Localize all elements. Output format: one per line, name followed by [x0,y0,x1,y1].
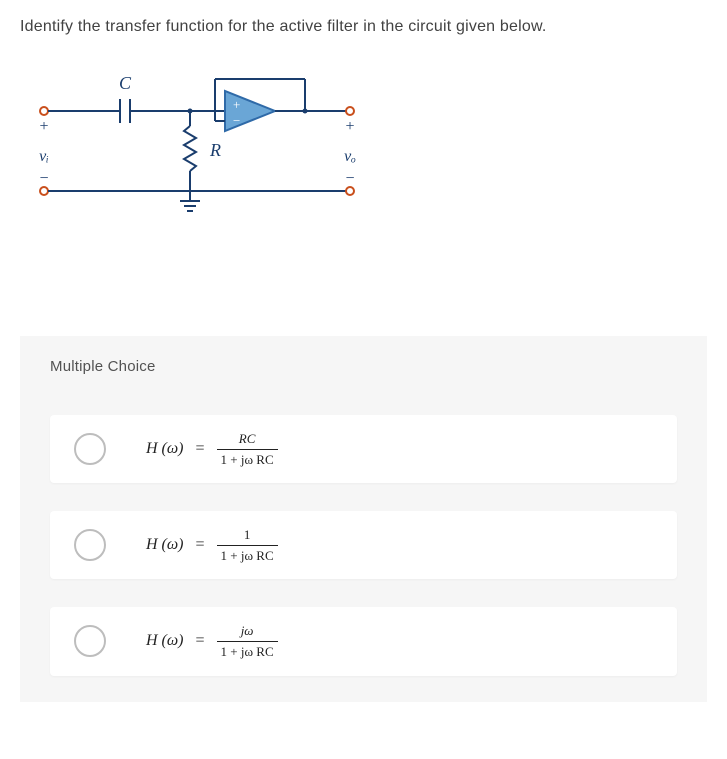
terminal-vi-bot [40,187,48,195]
question-text: Identify the transfer function for the a… [20,18,707,36]
mc-title: Multiple Choice [50,358,677,375]
options-list: H (ω) = RC 1 + jω RC H (ω) = 1 1 + jω RC [50,415,677,676]
circuit-svg: + vᵢ − C R + − [30,71,380,241]
option-1[interactable]: H (ω) = RC 1 + jω RC [50,415,677,483]
radio-icon[interactable] [74,433,106,465]
opamp-minus: − [233,113,240,128]
vo-plus-label: + [345,118,354,135]
vo-minus-label: − [345,170,354,187]
option-formula: H (ω) = RC 1 + jω RC [146,431,278,467]
circuit-diagram: + vᵢ − C R + − [30,71,707,246]
terminal-vo-bot [346,187,354,195]
option-formula: H (ω) = jω 1 + jω RC [146,623,278,659]
radio-icon[interactable] [74,529,106,561]
vo-label: vₒ [344,148,356,165]
c-label: C [119,73,132,93]
vi-plus-label: + [39,118,48,135]
node-dot [303,109,308,114]
radio-icon[interactable] [74,625,106,657]
option-formula: H (ω) = 1 1 + jω RC [146,527,278,563]
terminal-vo-top [346,107,354,115]
vi-minus-label: − [39,170,48,187]
resistor-r [184,126,196,171]
vi-label: vᵢ [39,148,49,165]
opamp-plus: + [233,97,240,112]
r-label: R [209,140,221,160]
option-2[interactable]: H (ω) = 1 1 + jω RC [50,511,677,579]
multiple-choice-block: Multiple Choice H (ω) = RC 1 + jω RC H (… [20,336,707,702]
option-3[interactable]: H (ω) = jω 1 + jω RC [50,607,677,675]
terminal-vi-top [40,107,48,115]
